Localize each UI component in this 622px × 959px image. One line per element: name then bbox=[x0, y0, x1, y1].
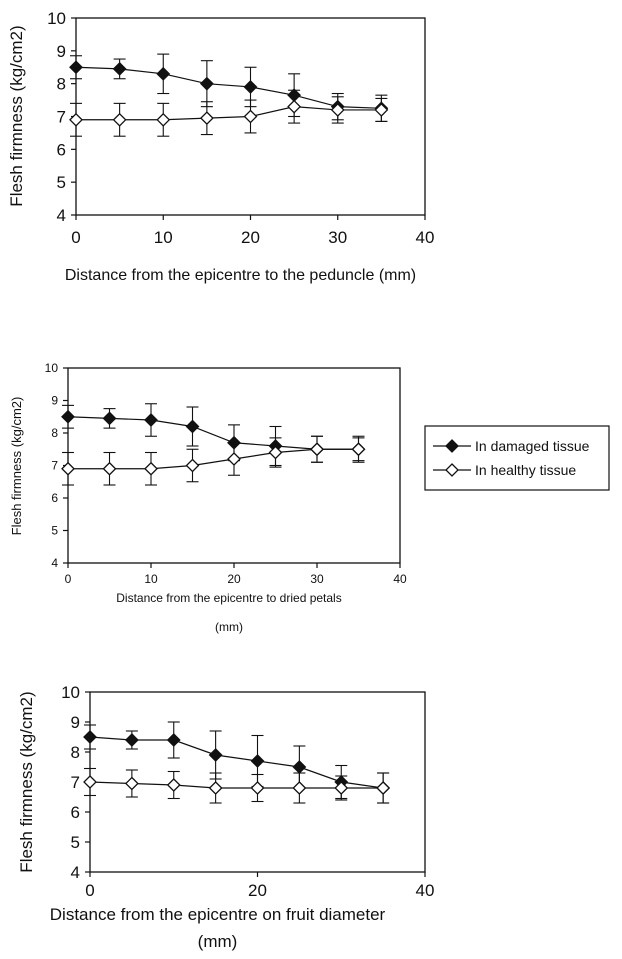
chart3-x-tick-label: 0 bbox=[85, 881, 94, 900]
chart1-y-tick-label: 9 bbox=[57, 42, 66, 61]
chart1-healthy-series-line bbox=[76, 106, 382, 121]
chart3-damaged-series-line bbox=[89, 736, 384, 789]
chart2-healthy-point bbox=[310, 442, 324, 457]
chart1-y-axis-label: Flesh firmness (kg/cm2) bbox=[7, 25, 26, 206]
chart3-healthy-point bbox=[376, 781, 391, 795]
chart3-y-tick-label: 10 bbox=[61, 683, 80, 702]
chart3-damaged-point bbox=[124, 733, 139, 747]
chart3-y-tick-label: 6 bbox=[71, 803, 80, 822]
chart2-healthy-point bbox=[144, 461, 158, 476]
chart2-y-tick-label: 7 bbox=[51, 459, 58, 473]
chart3-y-tick-label: 4 bbox=[71, 863, 80, 882]
chart2-x-tick-label: 30 bbox=[310, 572, 324, 586]
chart2-y-tick-label: 4 bbox=[51, 556, 58, 570]
chart2-x-tick-label: 20 bbox=[227, 572, 241, 586]
chart3-healthy-point bbox=[292, 781, 307, 795]
chart3-x-tick-label: 40 bbox=[416, 881, 435, 900]
chart1-healthy-point bbox=[112, 112, 127, 127]
chart3-healthy-point bbox=[208, 781, 223, 795]
chart1-damaged-point bbox=[69, 60, 83, 75]
chart2-legend-marker bbox=[445, 439, 459, 453]
chart3-x-tick-label: 20 bbox=[248, 881, 267, 900]
chart2-legend-box bbox=[424, 425, 610, 491]
chart2-x-axis-label: (mm) bbox=[215, 620, 243, 634]
chart1-y-tick-label: 10 bbox=[47, 9, 66, 28]
chart3-healthy-point bbox=[124, 776, 139, 791]
chart2-legend-marker bbox=[445, 463, 459, 477]
chart1-y-tick-label: 8 bbox=[57, 75, 66, 94]
chart2-healthy-point bbox=[185, 458, 200, 473]
chart1-x-tick-label: 0 bbox=[71, 228, 80, 247]
chart3-y-tick-label: 5 bbox=[71, 833, 80, 852]
chart2-damaged-point bbox=[185, 419, 200, 434]
chart2-y-tick-label: 8 bbox=[51, 426, 58, 440]
chart3-x-axis-label: Distance from the epicentre on fruit dia… bbox=[50, 905, 386, 924]
chart3-y-tick-label: 8 bbox=[71, 743, 80, 762]
chart2-damaged-point bbox=[144, 413, 158, 427]
chart2-x-tick-label: 0 bbox=[65, 572, 72, 586]
chart2-healthy-point bbox=[61, 461, 75, 476]
chart3-damaged-point bbox=[83, 730, 97, 744]
chart2-healthy-point bbox=[351, 442, 366, 457]
chart1-x-tick-label: 20 bbox=[241, 228, 260, 247]
chart1-damaged-point bbox=[199, 76, 214, 91]
chart2-damaged-series-line bbox=[67, 416, 359, 450]
chart3-damaged-point bbox=[250, 754, 265, 768]
chart3-healthy-series-line bbox=[89, 781, 384, 789]
chart2-healthy-point bbox=[227, 452, 241, 466]
chart1-damaged-point bbox=[156, 66, 171, 81]
chart1-healthy-point bbox=[243, 109, 258, 124]
chart2-legend-label: In healthy tissue bbox=[475, 462, 576, 478]
chart1-healthy-point bbox=[330, 103, 345, 117]
chart2-y-axis-label: Flesh firmness (kg/cm2) bbox=[9, 397, 24, 536]
chart2-x-axis-label: Distance from the epicentre to dried pet… bbox=[116, 591, 341, 605]
chart2-y-tick-label: 6 bbox=[51, 491, 58, 505]
chart1-healthy-point bbox=[374, 103, 389, 117]
chart3-y-tick-label: 9 bbox=[71, 713, 80, 732]
chart2-y-tick-label: 5 bbox=[51, 524, 58, 538]
chart2-y-tick-label: 9 bbox=[51, 394, 58, 408]
chart3-damaged-point bbox=[292, 760, 307, 774]
chart2-healthy-point bbox=[102, 461, 117, 476]
chart1-healthy-point bbox=[287, 99, 302, 114]
chart2-healthy-point bbox=[268, 445, 283, 460]
chart1-y-tick-label: 4 bbox=[57, 206, 66, 225]
chart1-y-tick-label: 7 bbox=[57, 108, 66, 127]
chart2-damaged-point bbox=[102, 411, 117, 426]
chart1-x-axis-label: Distance from the epicentre to the pedun… bbox=[65, 267, 416, 284]
chart2-x-tick-label: 10 bbox=[144, 572, 158, 586]
chart2-x-tick-label: 40 bbox=[393, 572, 407, 586]
chart2-legend-label: In damaged tissue bbox=[475, 438, 590, 454]
chart1-damaged-series-line bbox=[75, 66, 382, 109]
chart3-x-axis-label: (mm) bbox=[198, 932, 238, 951]
chart1-healthy-point bbox=[69, 112, 83, 127]
chart1-damaged-point bbox=[243, 80, 258, 94]
chart1-damaged-point bbox=[112, 61, 127, 76]
chart3-healthy-point bbox=[83, 775, 97, 789]
chart1-healthy-point bbox=[156, 112, 171, 127]
chart2-y-tick-label: 10 bbox=[45, 361, 59, 375]
chart1-x-tick-label: 10 bbox=[154, 228, 173, 247]
chart3-damaged-point bbox=[208, 748, 223, 762]
chart3-y-tick-label: 7 bbox=[71, 773, 80, 792]
chart1-y-tick-label: 6 bbox=[57, 140, 66, 159]
chart1-y-tick-label: 5 bbox=[57, 173, 66, 192]
chart2-damaged-point bbox=[61, 409, 75, 424]
chart1-x-tick-label: 40 bbox=[416, 228, 435, 247]
chart3-damaged-point bbox=[166, 733, 181, 747]
chart3-healthy-point bbox=[166, 778, 181, 792]
chart3-healthy-point bbox=[334, 781, 349, 795]
chart1-healthy-point bbox=[199, 111, 214, 126]
chart1-x-tick-label: 30 bbox=[328, 228, 347, 247]
chart3-y-axis-label: Flesh firmness (kg/cm2) bbox=[17, 691, 36, 872]
chart3-healthy-point bbox=[250, 781, 265, 795]
